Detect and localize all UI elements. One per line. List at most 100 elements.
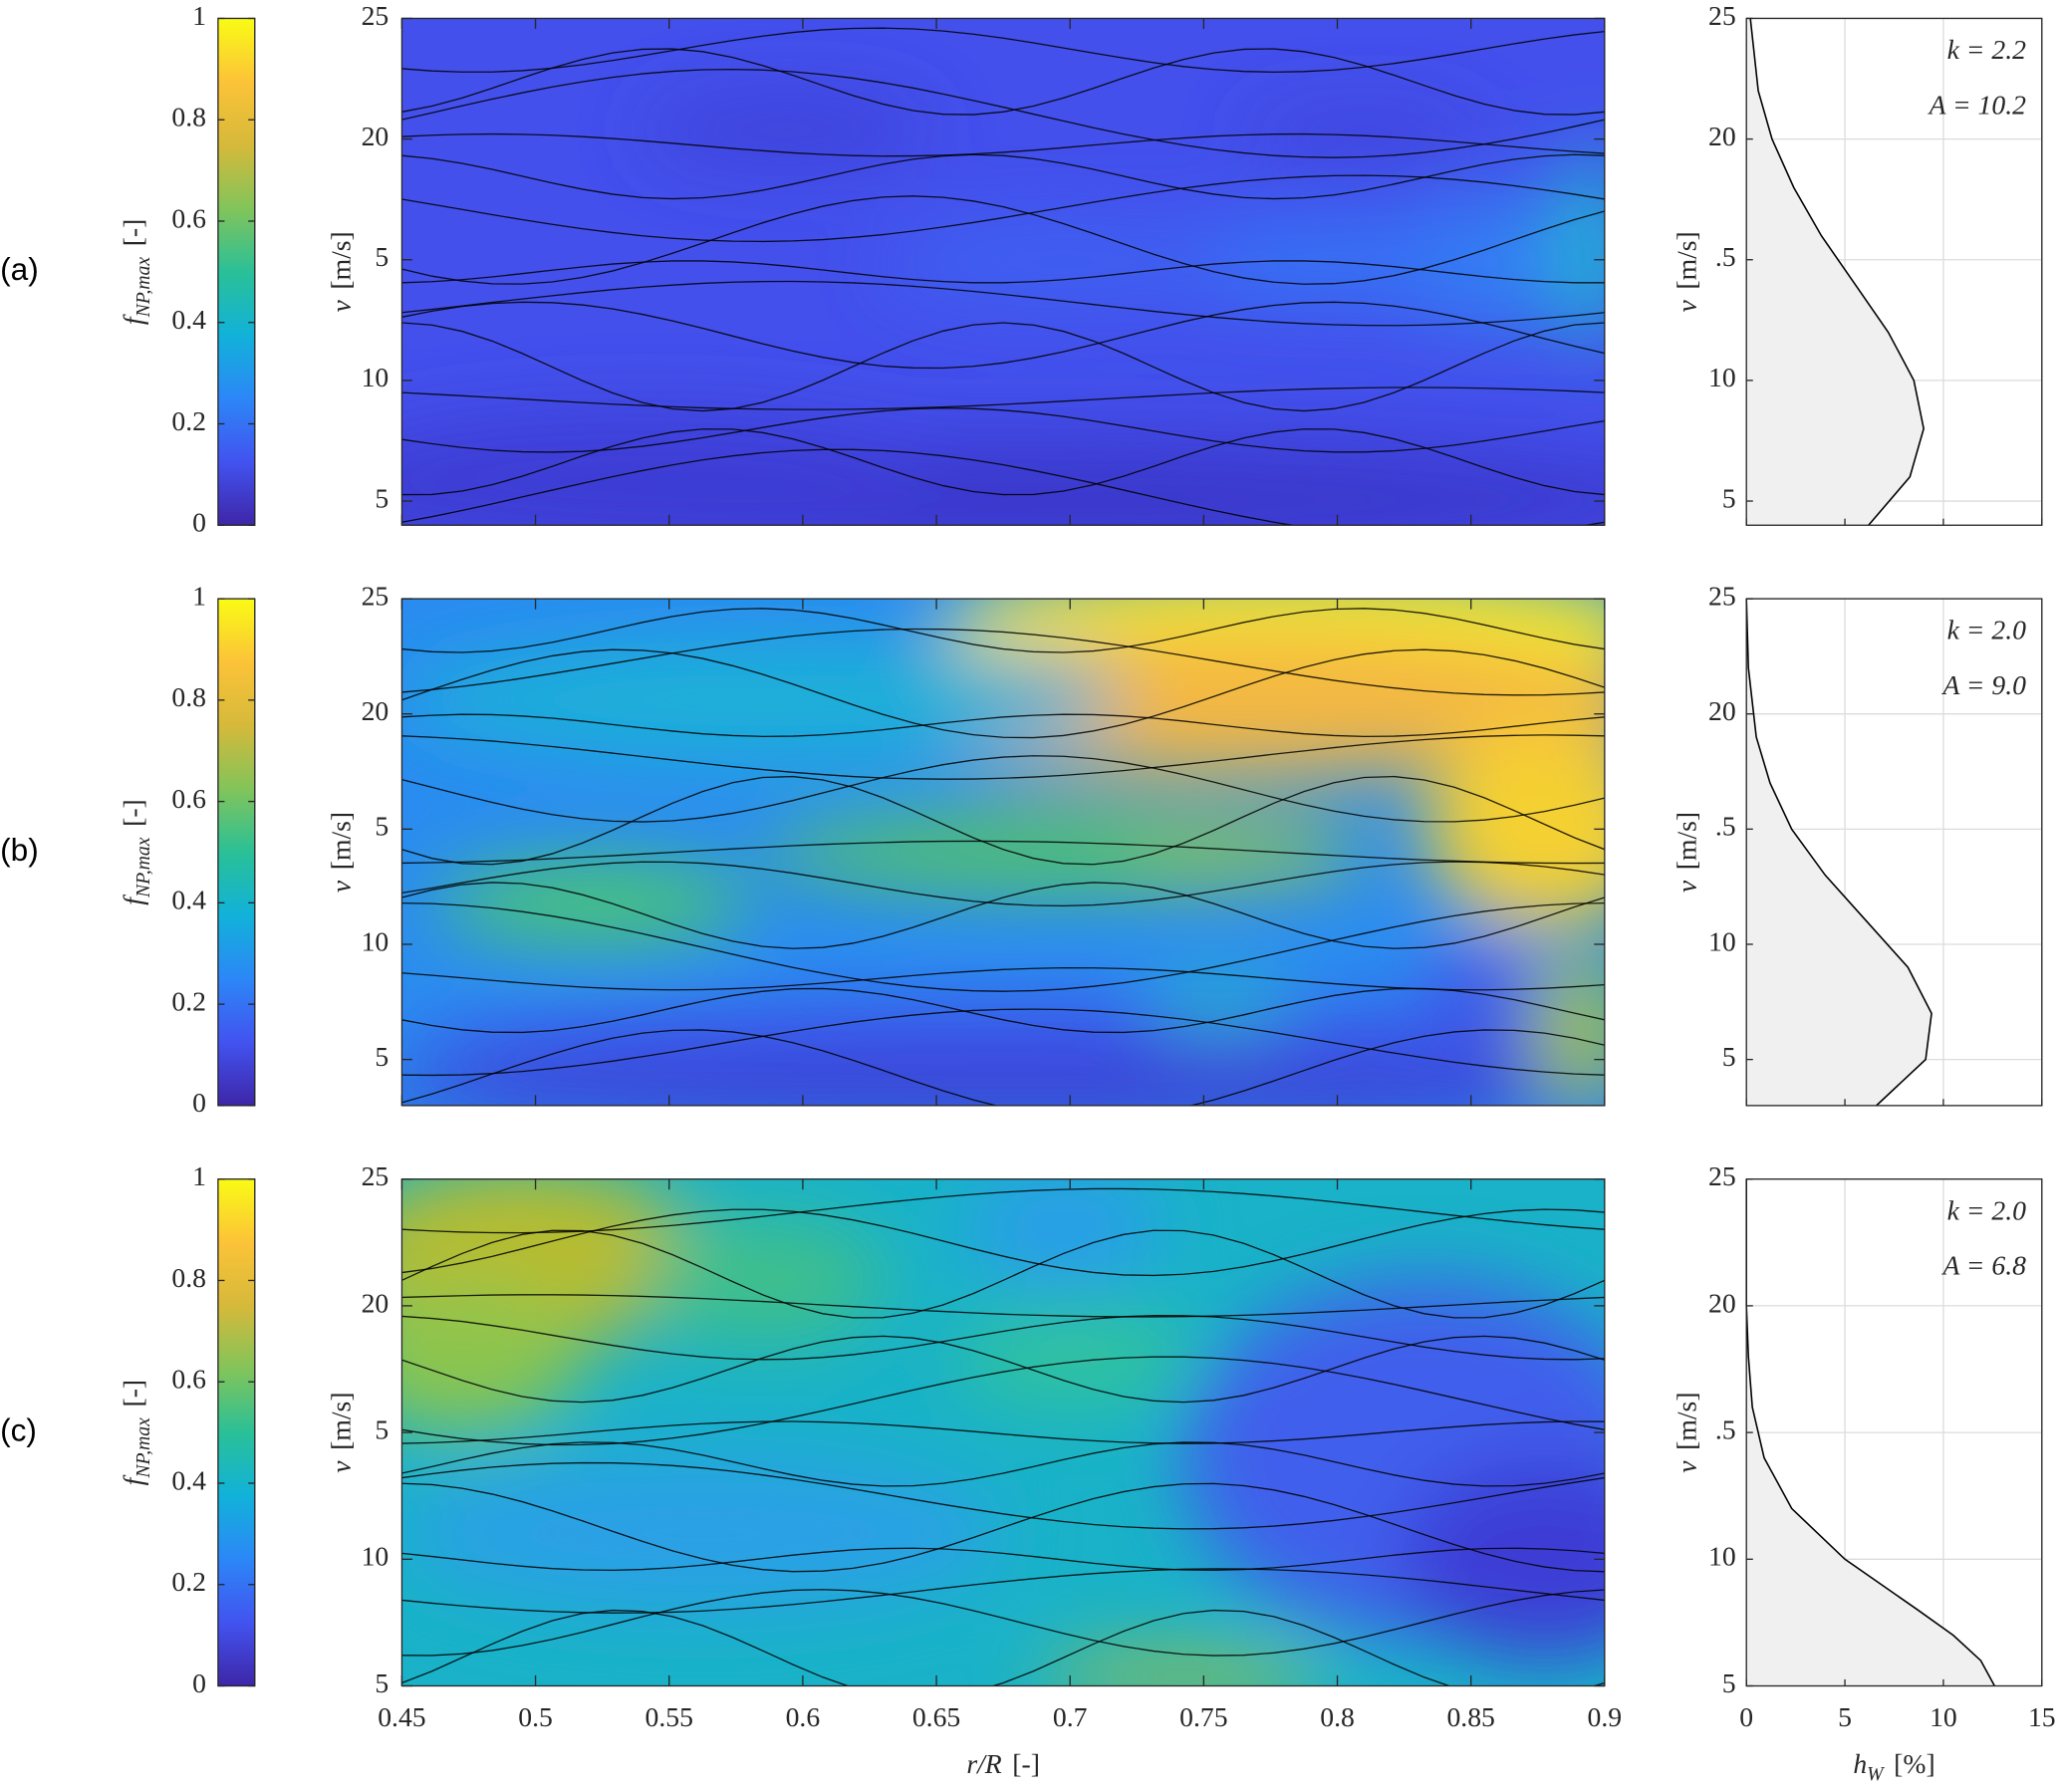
y-tick-label: 20 <box>1708 121 1736 151</box>
field-blob <box>883 226 1244 298</box>
contour-line <box>401 322 1605 412</box>
y-tick-label: 5 <box>375 241 388 272</box>
contour-line <box>401 775 1605 866</box>
y-tick-label: 20 <box>1708 695 1736 726</box>
x-tick-label: 5 <box>1838 1701 1852 1732</box>
contour-line <box>401 648 1605 739</box>
x-tick-label: 0.85 <box>1446 1701 1494 1732</box>
contour-line <box>401 734 1605 780</box>
y-tick-label: 0.8 <box>171 681 206 712</box>
label-subscript: NP,max <box>132 837 154 898</box>
y-tick-label: 0.4 <box>171 304 206 335</box>
annotation: k = 2.0 <box>1947 1194 2027 1225</box>
contour-line <box>401 755 1605 823</box>
x-tick-label: 0.55 <box>645 1701 693 1732</box>
x-tick-label: 0.75 <box>1179 1701 1227 1732</box>
y-tick-label: .5 <box>1715 811 1736 842</box>
contour-line <box>401 132 1605 157</box>
label-unit: [m/s] <box>326 1392 357 1449</box>
field-blob <box>1423 725 1605 928</box>
colorbar-frame <box>217 598 256 1107</box>
colorbar-label: fNP,max [-] <box>119 1380 154 1485</box>
y-tick-label: 10 <box>362 362 389 392</box>
label-symbol: v <box>326 299 357 312</box>
y-tick-label: 20 <box>362 695 389 726</box>
contour-line <box>401 1441 1605 1487</box>
contour-line <box>401 428 1605 496</box>
y-tick-label: 5 <box>375 1413 388 1444</box>
y-tick-label: 0.8 <box>171 1262 206 1293</box>
contour-field <box>401 18 1605 526</box>
colorbar-label: fNP,max [-] <box>119 219 154 325</box>
label-unit: [m/s] <box>1672 231 1702 289</box>
x-tick-label: 0.65 <box>912 1701 960 1732</box>
y-tick-label: 25 <box>362 0 389 31</box>
distribution-area <box>1746 1178 1995 1686</box>
contour-line <box>401 68 1605 158</box>
y-axis-label: v [m/s] <box>1672 231 1702 312</box>
contour-line <box>401 1482 1605 1573</box>
contour-line <box>401 1356 1605 1446</box>
distribution-line <box>1745 599 1932 1107</box>
y-tick-label: 20 <box>362 1287 389 1318</box>
field-blob <box>401 413 943 516</box>
y-tick-label: .5 <box>1715 241 1736 272</box>
contour-line <box>401 987 1605 1034</box>
contour-line <box>401 27 1605 74</box>
contour-line <box>401 628 1605 696</box>
x-tick-label: 0.8 <box>1320 1701 1355 1732</box>
colorbar <box>217 599 255 1106</box>
y-tick-label: 20 <box>362 121 389 151</box>
y-tick-label: 25 <box>1708 1160 1736 1191</box>
y-tick-label: 1 <box>192 1160 206 1191</box>
label-unit: [-] <box>119 799 149 827</box>
contour-line <box>401 280 1605 327</box>
x-tick-label: 0.6 <box>786 1701 821 1732</box>
contour-line <box>401 1314 1605 1361</box>
x-axis-label: r/R [-] <box>966 1749 1040 1780</box>
distribution-line <box>1749 18 1925 526</box>
y-tick-label: 0.6 <box>171 202 206 233</box>
contour-line <box>401 1294 1605 1318</box>
contour-line <box>401 301 1605 370</box>
y-tick-label: 0.6 <box>171 783 206 814</box>
field-blob <box>401 1080 1605 1106</box>
y-tick-label: 10 <box>362 1541 389 1572</box>
contour-line <box>401 48 1605 116</box>
label-symbol: r/R <box>966 1749 1001 1780</box>
y-tick-label: 25 <box>362 580 389 611</box>
field-blob <box>966 1178 1160 1291</box>
contour-line <box>401 386 1605 410</box>
y-tick-label: 25 <box>362 1160 389 1191</box>
plot-frame <box>1745 598 2043 1107</box>
x-tick-label: 0.5 <box>518 1701 553 1732</box>
y-tick-label: 5 <box>375 811 388 842</box>
label-unit: [-] <box>1012 1749 1040 1780</box>
label-subscript: W <box>1867 1763 1885 1785</box>
label-symbol: v <box>326 1460 357 1473</box>
label-symbol: v <box>1672 880 1702 893</box>
contour-line <box>401 1187 1605 1234</box>
field-blob <box>1400 1457 1605 1662</box>
contour-line <box>401 882 1605 949</box>
colorbar <box>217 1178 255 1686</box>
y-tick-label: 25 <box>1708 580 1736 611</box>
label-unit: [-] <box>119 1380 149 1408</box>
y-tick-label: 5 <box>1722 482 1736 513</box>
y-tick-label: 0.4 <box>171 1464 206 1495</box>
field-blob <box>954 1305 1196 1408</box>
colorbar <box>217 18 255 526</box>
y-tick-label: 0.2 <box>171 1566 206 1597</box>
y-axis-label: v [m/s] <box>326 812 357 893</box>
field-blob <box>1123 821 1365 884</box>
field-blob <box>1039 1655 1329 1686</box>
y-tick-label: 5 <box>1722 1667 1736 1698</box>
label-subscript: NP,max <box>132 1417 154 1479</box>
field-blob <box>401 1457 1004 1611</box>
contour-line <box>401 448 1605 526</box>
panel-label: (c) <box>0 1411 37 1447</box>
annotation: k = 2.0 <box>1947 615 2027 645</box>
y-tick-label: 0 <box>192 507 206 538</box>
field-blob <box>1532 953 1605 1106</box>
label-symbol: f <box>119 1474 149 1485</box>
